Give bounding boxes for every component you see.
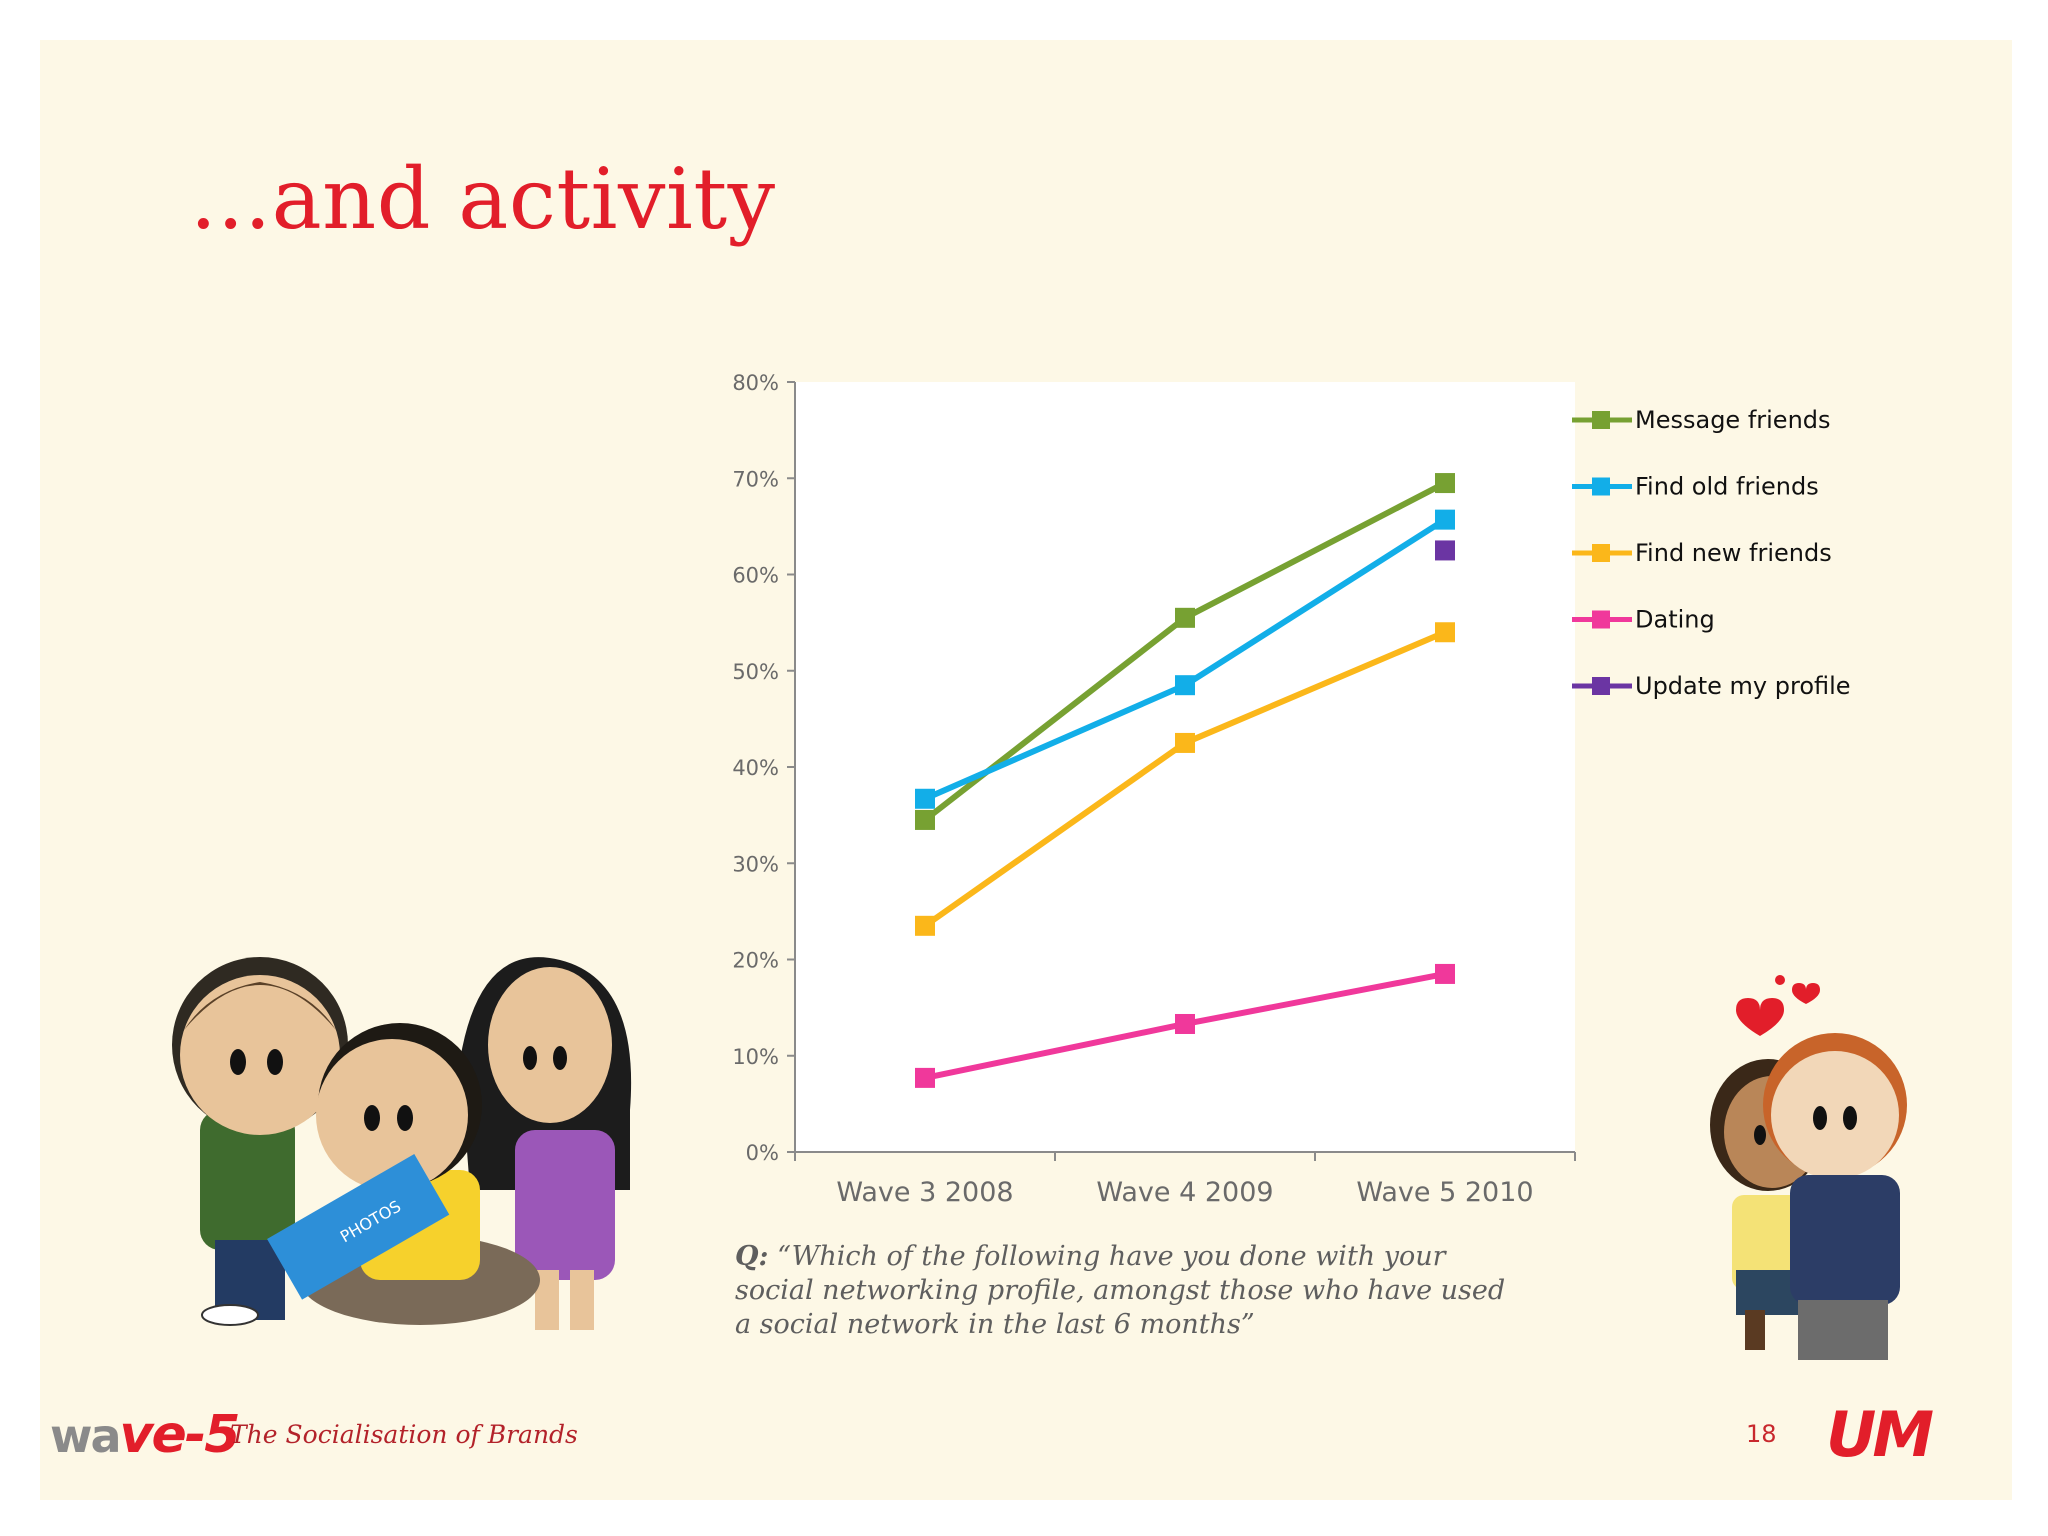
data-point-find-new-friends: [915, 915, 935, 936]
legend-label-message-friends: Message friends: [1635, 406, 1831, 434]
legend-marker-dating: [1592, 610, 1610, 629]
x-tick-label: Wave 4 2009: [1096, 1177, 1273, 1208]
wave5-logo: wave-5: [50, 1405, 241, 1465]
question-text: “Which of the following have you done wi…: [735, 1241, 1506, 1340]
y-tick-label: 30%: [732, 852, 779, 876]
legend-marker-message-friends: [1592, 411, 1610, 429]
data-point-find-old-friends: [915, 788, 935, 809]
legend-label-find-old-friends: Find old friends: [1635, 473, 1819, 501]
y-tick-labels: 0% 10% 20% 30% 40% 50% 60% 70% 80%: [732, 371, 779, 1165]
y-tick-label: 20%: [732, 949, 779, 973]
data-point-dating: [1435, 963, 1455, 984]
legend-marker-update-my-profile: [1592, 677, 1610, 695]
data-point-find-new-friends: [1175, 732, 1195, 753]
x-tick-labels: Wave 3 2008 Wave 4 2009 Wave 5 2010: [836, 1177, 1533, 1208]
x-tick-label: Wave 3 2008: [836, 1177, 1013, 1208]
plot-area: [795, 382, 1575, 1152]
logo-ve: ve: [119, 1405, 187, 1465]
x-tick-label: Wave 5 2010: [1356, 1177, 1533, 1208]
slide-title: ...and activity: [190, 150, 776, 248]
legend-label-dating: Dating: [1635, 606, 1715, 634]
legend-marker-find-new-friends: [1592, 544, 1610, 562]
y-tick-label: 40%: [732, 756, 779, 780]
y-tick-label: 60%: [732, 564, 779, 588]
data-point-find-old-friends: [1435, 509, 1455, 530]
chart-legend: Message friends Find old friends Find new …: [1572, 406, 1851, 700]
legend-label-find-new-friends: Find new friends: [1635, 539, 1832, 567]
y-tick-label: 50%: [732, 660, 779, 684]
data-point-message-friends: [1175, 607, 1195, 628]
data-point-dating: [915, 1067, 935, 1088]
data-point-dating: [1175, 1013, 1195, 1034]
question-prefix: Q:: [735, 1241, 769, 1272]
heart-icon: [1736, 998, 1784, 1036]
data-point-find-old-friends: [1175, 675, 1195, 696]
y-tick-label: 70%: [732, 467, 779, 491]
legend-marker-find-old-friends: [1592, 477, 1610, 496]
couple-illustration: [1710, 975, 1907, 1360]
logo-wa: wa: [50, 1409, 122, 1463]
data-point-message-friends: [915, 809, 935, 830]
series-points: [915, 473, 1455, 1088]
data-point-update-my-profile: [1435, 540, 1455, 561]
data-point-message-friends: [1435, 473, 1455, 494]
logo-num: -5: [184, 1405, 241, 1465]
data-point-find-new-friends: [1435, 622, 1455, 643]
y-tick-label: 80%: [732, 371, 779, 395]
survey-question: Q: “Which of the following have you done…: [735, 1240, 1515, 1342]
friends-illustration: PHOTOS: [172, 957, 632, 1330]
um-logo: UM: [1826, 1398, 1934, 1471]
chart-axes: [787, 381, 1576, 1161]
page-number: 18: [1746, 1420, 1777, 1448]
legend-label-update-my-profile: Update my profile: [1635, 672, 1851, 700]
y-tick-label: 0%: [746, 1141, 779, 1165]
y-tick-label: 10%: [732, 1045, 779, 1069]
footer-tagline: The Socialisation of Brands: [230, 1420, 578, 1449]
